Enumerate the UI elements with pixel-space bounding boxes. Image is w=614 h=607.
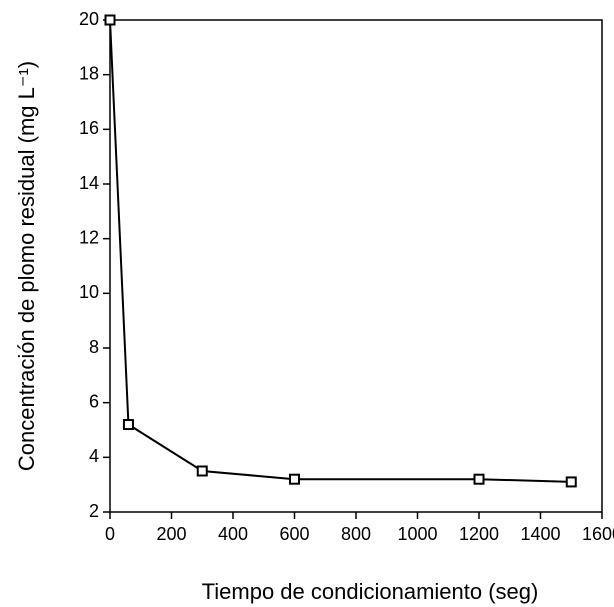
- y-tick-label: 8: [89, 337, 99, 357]
- x-tick-label: 200: [156, 524, 186, 544]
- y-tick-label: 6: [89, 391, 99, 411]
- y-axis-label: Concentración de plomo residual (mg L⁻¹): [14, 61, 39, 471]
- x-tick-label: 1600: [582, 524, 614, 544]
- x-tick-label: 1200: [459, 524, 499, 544]
- x-tick-label: 0: [105, 524, 115, 544]
- y-tick-label: 12: [79, 227, 99, 247]
- data-point: [196, 465, 208, 477]
- data-point: [289, 473, 300, 485]
- plot-frame: [109, 19, 603, 513]
- data-point: [122, 419, 134, 431]
- y-tick-label: 18: [79, 63, 99, 83]
- x-tick-label: 1000: [397, 524, 437, 544]
- y-tick-label: 20: [79, 9, 99, 29]
- x-tick-label: 600: [279, 524, 309, 544]
- data-point: [565, 476, 577, 488]
- y-tick-label: 4: [89, 446, 99, 466]
- x-tick-label: 800: [341, 524, 371, 544]
- data-line: [109, 19, 572, 483]
- y-tick-label: 14: [79, 173, 99, 193]
- y-tick-label: 2: [89, 501, 99, 521]
- x-tick-label: 1400: [520, 524, 560, 544]
- x-tick-label: 400: [218, 524, 248, 544]
- data-point: [104, 14, 116, 26]
- x-axis-label: Tiempo de condicionamiento (seg): [202, 579, 539, 604]
- y-tick-label: 10: [79, 282, 99, 302]
- data-point: [473, 473, 485, 485]
- y-tick-label: 16: [79, 118, 99, 138]
